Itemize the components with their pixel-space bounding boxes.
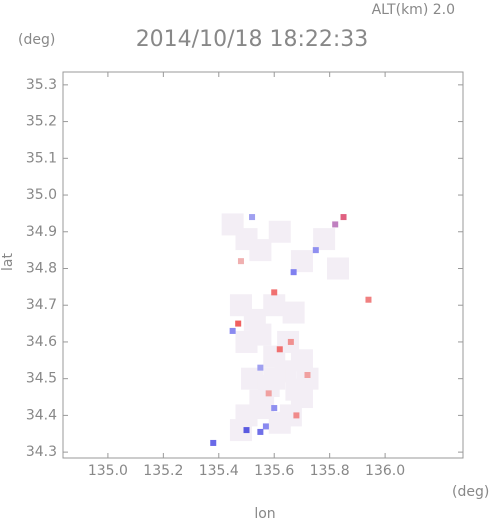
x-tick-label: 135.4 xyxy=(199,463,239,479)
data-point xyxy=(229,419,252,442)
y-tick-label: 34.5 xyxy=(26,371,57,387)
data-point xyxy=(340,214,347,221)
data-point xyxy=(276,346,283,353)
data-point xyxy=(293,412,300,419)
data-point xyxy=(312,247,319,254)
data-point xyxy=(249,239,272,262)
y-tick-label: 35.0 xyxy=(26,187,57,203)
data-point xyxy=(229,327,236,334)
data-point xyxy=(263,367,286,390)
y-tick-label: 35.1 xyxy=(26,150,57,166)
data-point xyxy=(243,427,250,434)
y-tick-label: 35.2 xyxy=(26,114,57,130)
data-point xyxy=(304,371,311,378)
x-axis-label: lon xyxy=(254,506,275,521)
data-point xyxy=(257,364,264,371)
altitude: ALT(km) 2.0 xyxy=(372,2,455,18)
data-point xyxy=(210,439,217,446)
data-point xyxy=(271,289,278,296)
y-axis-label: lat xyxy=(0,253,16,271)
data-point xyxy=(271,405,278,412)
data-point xyxy=(313,228,336,251)
data-point xyxy=(290,349,313,372)
y-tick-label: 34.3 xyxy=(26,444,57,460)
y-unit: (deg) xyxy=(18,32,55,48)
data-point xyxy=(290,269,297,276)
data-point xyxy=(326,257,349,280)
data-point xyxy=(290,250,313,273)
chart-title: 2014/10/18 18:22:33 xyxy=(136,27,369,52)
data-point xyxy=(235,320,242,327)
data-point xyxy=(262,423,269,430)
data-point xyxy=(332,221,339,228)
y-tick-label: 34.8 xyxy=(26,260,57,276)
data-point xyxy=(263,294,286,317)
data-point xyxy=(290,386,313,409)
data-point xyxy=(268,220,291,243)
y-tick-label: 34.7 xyxy=(26,297,57,313)
data-point xyxy=(249,214,256,221)
data-point xyxy=(282,301,305,324)
data-point xyxy=(296,367,319,390)
y-tick-label: 34.4 xyxy=(26,407,57,423)
x-tick-label: 135.0 xyxy=(88,463,128,479)
data-point xyxy=(279,404,302,427)
x-tick-label: 135.6 xyxy=(254,463,294,479)
data-point xyxy=(257,428,264,435)
x-tick-label: 136.0 xyxy=(365,463,405,479)
y-tick-label: 34.9 xyxy=(26,224,57,240)
data-point xyxy=(241,367,264,390)
x-unit: (deg) xyxy=(452,484,489,500)
x-tick-label: 135.2 xyxy=(143,463,183,479)
data-point xyxy=(249,323,272,346)
x-tick-label: 135.8 xyxy=(310,463,350,479)
y-tick-label: 34.6 xyxy=(26,334,57,350)
y-tick-label: 35.3 xyxy=(26,77,57,93)
data-point xyxy=(265,390,272,397)
plot-frame xyxy=(62,71,464,459)
data-point xyxy=(287,338,294,345)
data-point xyxy=(365,296,372,303)
data-point xyxy=(237,258,244,265)
